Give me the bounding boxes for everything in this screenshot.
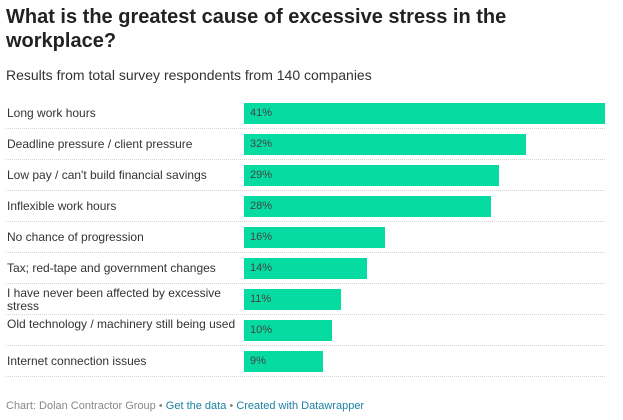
bar-value-label: 14% [250, 262, 273, 274]
category-label: Old technology / machinery still being u… [7, 317, 236, 331]
footer-separator: • [229, 400, 234, 412]
get-the-data-link[interactable]: Get the data [165, 400, 227, 412]
bar-row: Old technology / machinery still being u… [6, 315, 605, 346]
chart-title: What is the greatest cause of excessive … [6, 6, 507, 52]
category-label: I have never been affected by excessive … [7, 286, 221, 313]
category-label: Low pay / can't build financial savings [7, 168, 207, 182]
bar-row: Inflexible work hours 28% [6, 191, 605, 222]
bar [244, 227, 385, 248]
category-label: Tax; red-tape and government changes [7, 261, 216, 275]
chart-subtitle: Results from total survey respondents fr… [6, 67, 372, 83]
bar [244, 134, 526, 155]
bar [244, 351, 323, 372]
bar [244, 258, 367, 279]
bar-value-label: 41% [250, 107, 273, 119]
bar-row: Low pay / can't build financial savings 2… [6, 160, 605, 191]
bar-value-label: 29% [250, 169, 273, 181]
bar [244, 196, 491, 217]
footer-separator: • [158, 400, 163, 412]
category-label: No chance of progression [7, 230, 144, 244]
bar [244, 103, 605, 124]
bar-value-label: 11% [250, 293, 272, 305]
bar-row: Long work hours 41% [6, 98, 605, 129]
bar [244, 289, 341, 310]
bar-value-label: 10% [250, 324, 273, 336]
category-label: Inflexible work hours [7, 199, 117, 213]
bar-value-label: 28% [250, 200, 273, 212]
bar-row: Internet connection issues 9% [6, 346, 605, 377]
bar-value-label: 9% [250, 355, 266, 367]
category-label: Internet connection issues [7, 354, 147, 368]
bar-value-label: 16% [250, 231, 273, 243]
category-label: Deadline pressure / client pressure [7, 137, 193, 151]
bar [244, 165, 499, 186]
bar-row: Tax; red-tape and government changes 14% [6, 253, 605, 284]
bar-value-label: 32% [250, 138, 273, 150]
bar-row: Deadline pressure / client pressure 32% [6, 129, 605, 160]
bar-row: I have never been affected by excessive … [6, 284, 605, 315]
source-credit: Chart: Dolan Contractor Group [6, 400, 156, 412]
chart-footer: Chart: Dolan Contractor Group • Get the … [6, 399, 364, 413]
bar-row: No chance of progression 16% [6, 222, 605, 253]
bar [244, 320, 332, 341]
category-label: Long work hours [7, 106, 96, 120]
created-with-datawrapper-link[interactable]: Created with Datawrapper [236, 400, 365, 412]
